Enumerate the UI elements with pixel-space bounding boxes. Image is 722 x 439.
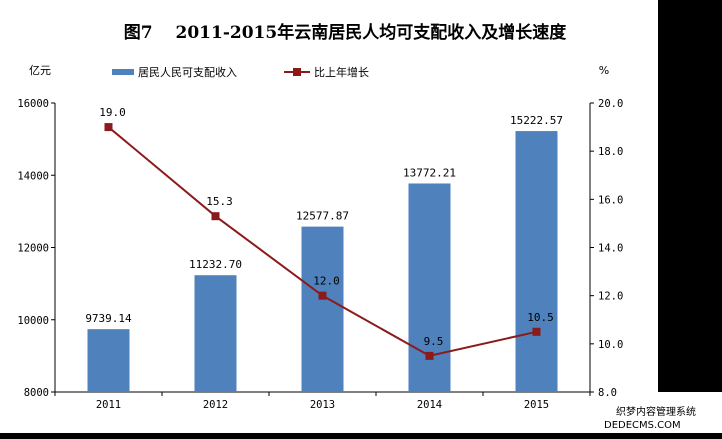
bar-value-label: 11232.70 [189,258,242,271]
legend-bar-swatch [112,69,134,75]
legend-line-marker [293,68,301,76]
growth-point [532,327,541,336]
bar-value-label: 13772.21 [403,166,456,179]
x-tick-label: 2014 [417,399,442,411]
x-tick-label: 2015 [524,399,549,411]
left-tick-label: 16000 [17,98,49,110]
right-tick-label: 14.0 [598,243,623,255]
data-labels: 9739.14 11232.70 12577.87 13772.21 15222.57 1… [85,106,563,348]
chart-title: 图7 2011-2015年云南居民人均可支配收入及增长速度 [124,22,567,43]
legend-bar-label: 居民人民可支配收入 [138,65,237,79]
x-tick-label: 2011 [96,399,121,411]
right-tick-label: 10.0 [598,339,623,351]
bar-value-label: 9739.14 [85,312,132,325]
growth-point [211,212,220,221]
bar-value-label: 15222.57 [510,114,563,127]
right-axis-unit: % [599,64,609,77]
watermark-line1: 织梦内容管理系统 [616,405,696,418]
legend-line-label: 比上年增长 [314,65,369,79]
left-tick-label: 12000 [17,243,49,255]
growth-value-label: 10.5 [527,311,554,324]
axes: 16000 14000 12000 10000 8000 20.0 18.0 16.0 14.0… [17,98,623,411]
right-tick-label: 8.0 [598,387,617,399]
growth-point [318,291,327,300]
bar-value-label: 12577.87 [296,210,349,223]
growth-value-label: 19.0 [99,106,126,119]
growth-value-label: 12.0 [313,275,340,288]
bottom-edge-bar [0,433,722,439]
legend: 居民人民可支配收入 比上年增长 [112,65,369,79]
bar-series [87,131,558,392]
right-tick-label: 20.0 [598,98,623,110]
income-bar [194,275,237,392]
right-tick-label: 12.0 [598,291,623,303]
left-axis-unit: 亿元 [29,64,51,77]
growth-point [425,351,434,360]
growth-value-label: 9.5 [424,335,444,348]
line-series [104,123,541,360]
growth-point [104,123,113,132]
left-tick-label: 8000 [24,387,49,399]
growth-value-label: 15.3 [206,195,233,208]
income-bar [301,226,344,392]
income-bar [408,183,451,392]
watermark-line2: DEDECMS.COM [604,420,681,431]
left-tick-label: 14000 [17,170,49,182]
right-tick-label: 16.0 [598,194,623,206]
x-tick-label: 2013 [310,399,335,411]
left-tick-label: 10000 [17,315,49,327]
income-bar [87,329,130,392]
x-tick-label: 2012 [203,399,228,411]
right-tick-label: 18.0 [598,146,623,158]
income-bar [515,131,558,392]
right-edge-bar [658,0,722,392]
